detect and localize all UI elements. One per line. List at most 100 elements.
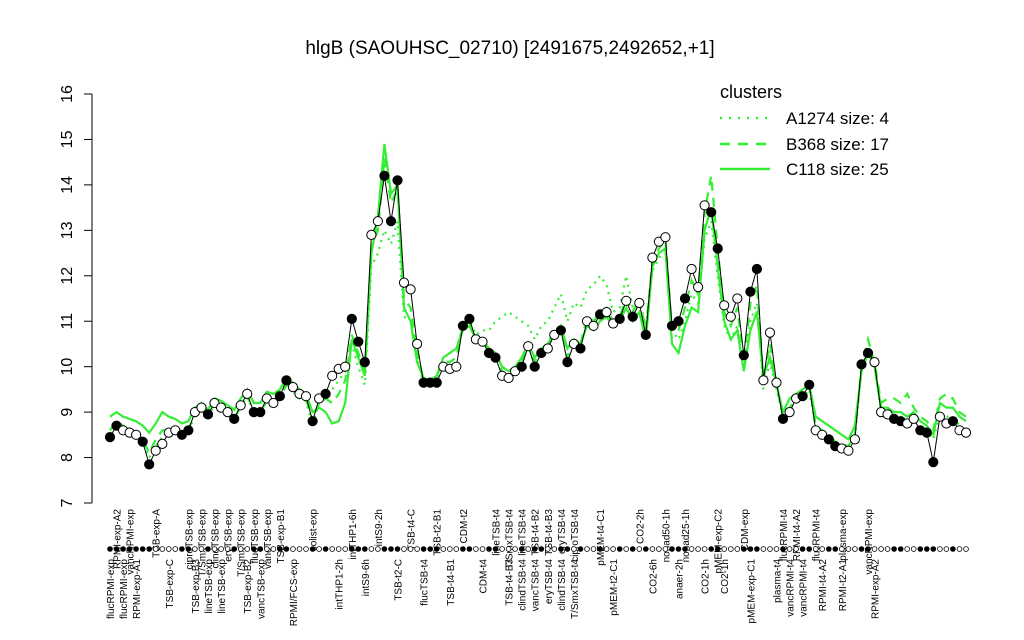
bottom-sample-label: clindTSB-t4 <box>557 559 568 611</box>
rug-mark-33 <box>322 546 329 552</box>
top-sample-label: pMEM-t4-C1 <box>596 509 607 566</box>
rug-mark-10 <box>172 546 179 552</box>
rug-mark-9 <box>166 546 172 552</box>
data-point-65 <box>529 361 540 372</box>
rug-mark-3 <box>126 546 133 552</box>
top-sample-label: T/SmxTSB-exp <box>237 509 248 577</box>
data-points <box>104 170 972 470</box>
rug-mark-75 <box>597 546 603 552</box>
rug-mark-89 <box>688 546 695 552</box>
rug-mark-18 <box>224 546 231 552</box>
series-line-solid <box>109 143 967 442</box>
y-tick-label-7: 7 <box>59 498 76 507</box>
data-point-117 <box>869 357 880 368</box>
data-point-115 <box>856 359 867 370</box>
bottom-sample-label: clindTSB-t4 <box>518 559 529 611</box>
rug-mark-60 <box>499 546 505 552</box>
rug-mark-115 <box>858 546 865 552</box>
rug-mark-96 <box>734 546 741 552</box>
rug-mark-8 <box>159 546 166 552</box>
data-point-76 <box>601 307 612 318</box>
bottom-sample-label: eryTSB-t4 <box>544 559 555 604</box>
rug-mark-63 <box>518 546 525 552</box>
rug-mark-19 <box>231 546 238 552</box>
top-sample-label: flucTSB-exp <box>250 509 261 564</box>
rug-mark-46 <box>407 546 414 552</box>
y-tick-label-8: 8 <box>59 453 76 462</box>
data-point-34 <box>327 370 338 381</box>
rug-mark-22 <box>251 546 257 552</box>
bottom-sample-label: TSB-exp-C <box>165 559 176 608</box>
rug-mark-31 <box>309 546 316 552</box>
data-point-87 <box>673 316 684 327</box>
data-point-113 <box>843 445 854 456</box>
rug-mark-106 <box>799 546 806 552</box>
rug-mark-84 <box>656 546 662 552</box>
rug-mark-72 <box>577 546 584 552</box>
data-point-20 <box>235 400 246 411</box>
rug-mark-91 <box>701 546 708 552</box>
data-point-89 <box>686 263 697 275</box>
rug-mark-21 <box>244 546 251 552</box>
top-sample-label: eryTSB-exp <box>224 509 235 562</box>
top-sample-label: plasma-exp <box>838 509 849 561</box>
bottom-sample-label: pMEM-t2-C1 <box>609 559 620 616</box>
data-point-123 <box>908 413 919 424</box>
data-point-38 <box>353 336 364 347</box>
rug-mark-13 <box>192 546 198 552</box>
top-sample-label: vancRPMI-exp <box>126 509 137 575</box>
rug-mark-0 <box>107 546 113 552</box>
data-point-114 <box>849 434 861 445</box>
data-point-91 <box>699 200 710 211</box>
top-sample-label: TSB-exp-B1 <box>276 509 287 564</box>
data-point-74 <box>588 320 599 331</box>
data-point-37 <box>346 313 357 324</box>
data-point-45 <box>398 277 410 288</box>
data-point-98 <box>745 286 756 297</box>
bottom-sample-label: CDM-t4 <box>479 559 490 594</box>
bottom-sample-label: TSB-t4-B3 <box>505 559 516 606</box>
rug-mark-23 <box>257 546 264 552</box>
top-sample-label: T/SmxTSB-exp <box>198 509 209 577</box>
top-sample-label: RPMI-exp-A2 <box>113 509 124 569</box>
bottom-sample-label: flucTSB-t4 <box>420 559 431 606</box>
rug-mark-77 <box>610 546 616 552</box>
rug-mark-104 <box>786 546 793 552</box>
rug-mark-52 <box>446 546 453 552</box>
rug-mark-112 <box>838 546 845 552</box>
rug-mark-103 <box>780 546 786 552</box>
data-point-43 <box>385 216 397 227</box>
rug-mark-7 <box>152 546 159 552</box>
rug-mark-68 <box>551 546 558 552</box>
data-point-8 <box>157 438 168 449</box>
data-point-54 <box>457 320 468 331</box>
y-tick-label-15: 15 <box>59 130 76 148</box>
rug-mark-107 <box>806 546 812 552</box>
rug-mark-66 <box>538 546 545 552</box>
top-sample-label: intTHP1-6h <box>348 509 359 560</box>
data-point-46 <box>405 284 416 295</box>
rug-mark-42 <box>381 546 388 552</box>
rug-mark-29 <box>296 546 303 552</box>
data-point-107 <box>804 379 815 390</box>
data-point-100 <box>758 375 769 386</box>
data-point-95 <box>725 311 736 322</box>
rug-mark-16 <box>211 546 218 552</box>
rug-mark-94 <box>721 546 727 552</box>
bottom-sample-label: RPMI-exp-A1 <box>132 559 143 619</box>
y-tick-label-14: 14 <box>59 176 76 194</box>
data-point-44 <box>392 175 403 186</box>
bottom-sample-label: RPMI-t2-A1 <box>838 559 849 612</box>
top-sample-label: vancRPMI-exp <box>864 509 875 575</box>
data-point-131 <box>960 427 972 438</box>
rug-mark-15 <box>205 546 211 552</box>
data-point-33 <box>320 388 331 399</box>
data-point-79 <box>621 295 632 306</box>
bottom-sample-label: anaer-2h <box>675 559 686 599</box>
data-point-127 <box>934 411 946 422</box>
bottom-sample-label: pMEM-exp-C1 <box>746 559 757 624</box>
rug-mark-17 <box>218 546 224 552</box>
legend-label-a1274: A1274 size: 4 <box>786 109 889 128</box>
top-sample-label: TSB-exp-A <box>152 509 163 558</box>
rug-mark-117 <box>871 546 878 552</box>
